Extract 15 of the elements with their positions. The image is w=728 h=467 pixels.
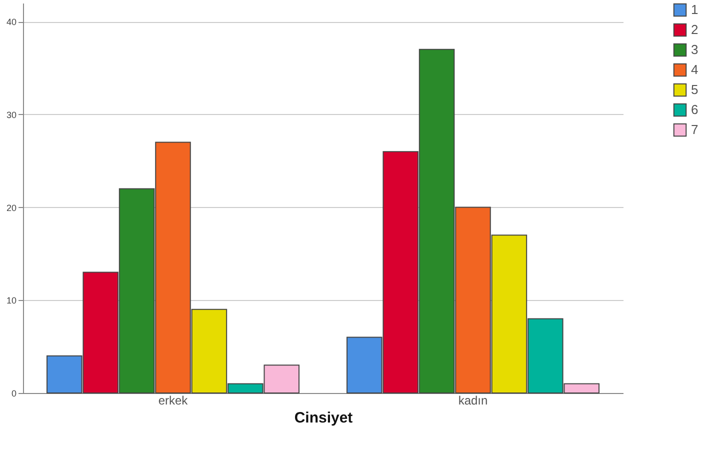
legend-label: 1 (691, 2, 698, 17)
legend-label: 6 (691, 102, 698, 117)
legend-label: 7 (691, 122, 698, 137)
y-tick-label: 10 (6, 296, 16, 306)
legend-label: 2 (691, 22, 698, 37)
y-tick-label: 20 (6, 202, 16, 213)
x-axis-title: Cinsiyet (294, 410, 353, 426)
legend-label: 3 (691, 42, 698, 57)
y-tick-label: 30 (6, 110, 16, 120)
x-tick-label: kadın (458, 394, 488, 408)
x-tick-label: erkek (158, 394, 189, 408)
legend-label: 5 (691, 82, 698, 97)
legend-label: 4 (691, 62, 698, 77)
y-tick-label: 40 (6, 17, 16, 28)
y-tick-label: 0 (11, 388, 16, 398)
